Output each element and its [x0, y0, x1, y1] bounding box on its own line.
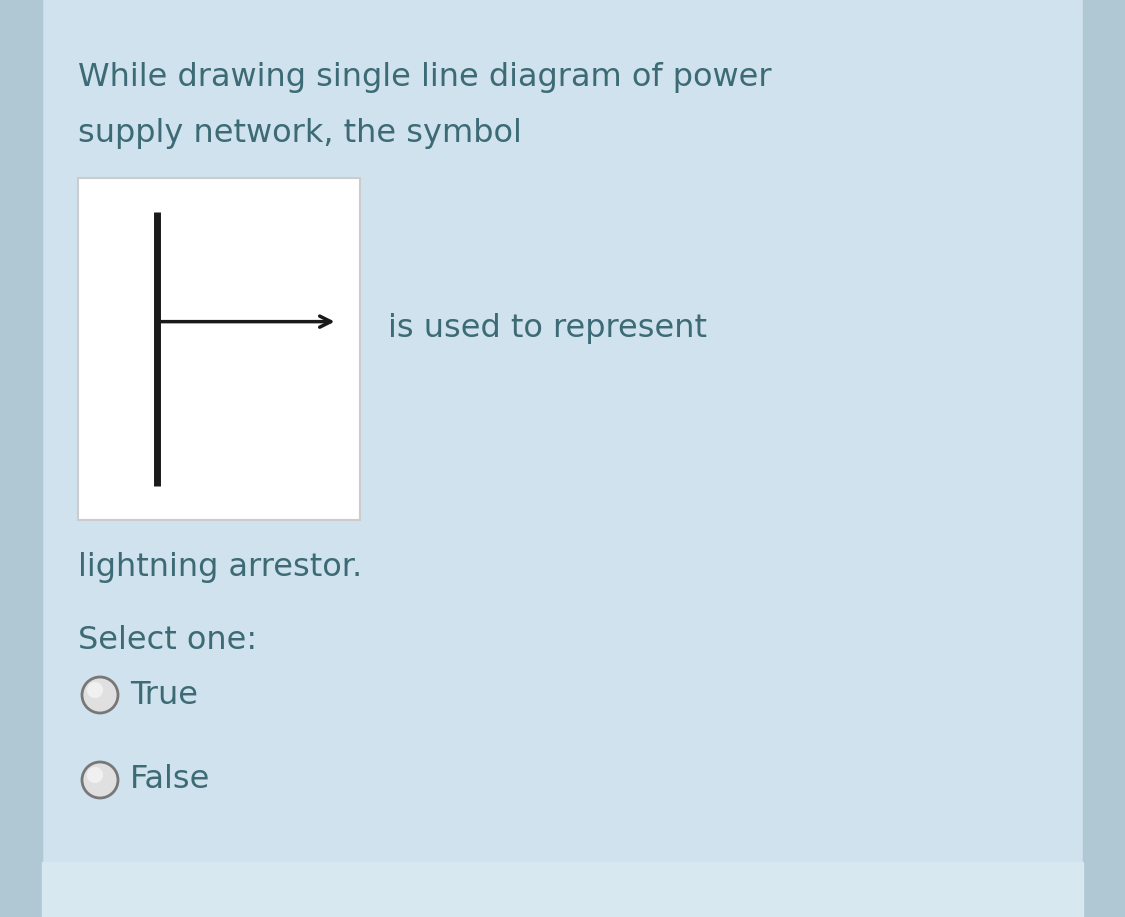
Bar	[42, 862, 1083, 917]
Text: True: True	[130, 679, 198, 711]
Circle shape	[82, 762, 118, 798]
Text: lightning arrestor.: lightning arrestor.	[78, 552, 362, 583]
Bar	[78, 178, 360, 520]
Text: supply network, the symbol: supply network, the symbol	[78, 118, 522, 149]
Circle shape	[87, 767, 104, 783]
Circle shape	[87, 682, 104, 698]
Text: While drawing single line diagram of power: While drawing single line diagram of pow…	[78, 62, 772, 93]
Text: is used to represent: is used to represent	[388, 313, 706, 344]
Bar	[0, 0, 42, 917]
Text: Select one:: Select one:	[78, 625, 258, 656]
Text: False: False	[130, 765, 210, 796]
Bar	[1083, 0, 1125, 917]
Circle shape	[82, 677, 118, 713]
